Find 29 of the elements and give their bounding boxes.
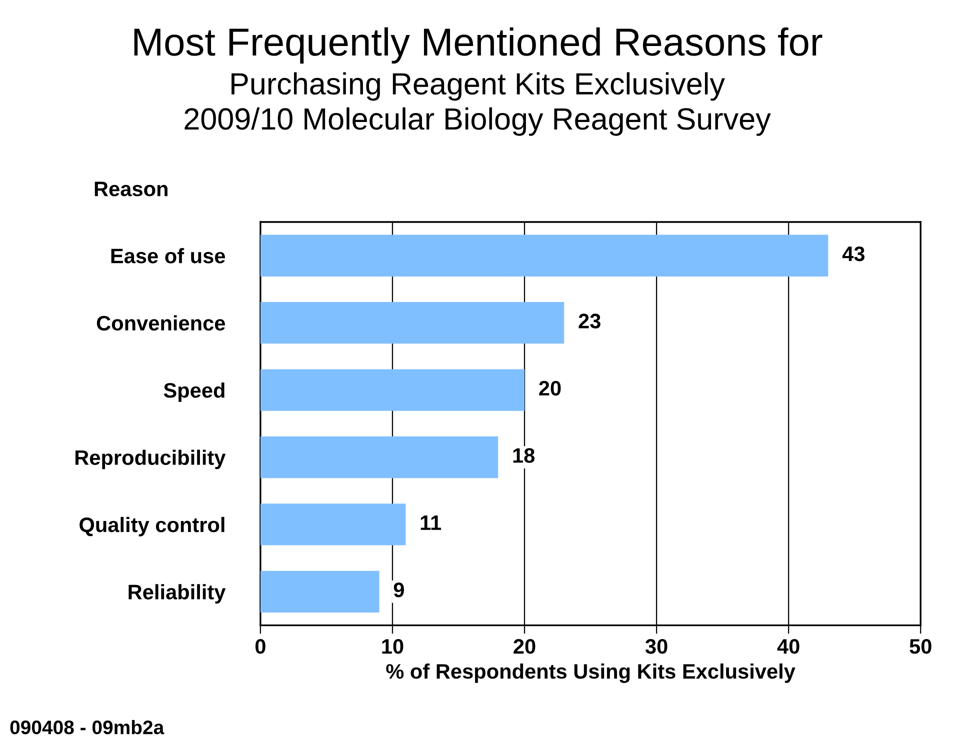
data-label: 20 [539, 380, 561, 396]
bar [260, 234, 828, 276]
text: 090408 - 09mb2a [10, 720, 164, 734]
y-tick-label: Reliability [128, 584, 226, 604]
y-tick-label: Convenience [96, 315, 226, 331]
x-tick-label: 50 [910, 639, 932, 654]
data-label: 11 [420, 516, 442, 530]
bar [260, 302, 564, 344]
data-label: 18 [513, 448, 535, 463]
chart-subtitle: Purchasing Reagent Kits Exclusively 2009/10 Molecular Biology Reagent Survey [184, 72, 771, 136]
y-axis-title: Reason [94, 182, 168, 196]
x-tick-label: 10 [382, 639, 404, 654]
bar [260, 369, 525, 411]
y-tick-label: Ease of use [111, 248, 226, 264]
data-label: 23 [578, 314, 600, 328]
data-label: 43 [842, 246, 864, 262]
x-tick-label: 0 [255, 639, 266, 654]
y-tick-label: Reproducibility [75, 450, 226, 470]
y-tick-label: Speed [164, 382, 224, 402]
x-tick-label: 30 [645, 639, 668, 654]
x-tick-label: 20 [514, 639, 536, 654]
x-axis-title: % of Respondents Using Kits Exclusively [386, 663, 796, 683]
x-tick-label: 40 [777, 639, 800, 654]
bar [260, 504, 406, 546]
bar [260, 436, 498, 478]
chart-title: Most Frequently Mentioned Reasons for [134, 27, 822, 64]
bar [260, 570, 380, 613]
y-tick-label: Quality control [80, 516, 224, 536]
data-label: 9 [394, 582, 404, 598]
